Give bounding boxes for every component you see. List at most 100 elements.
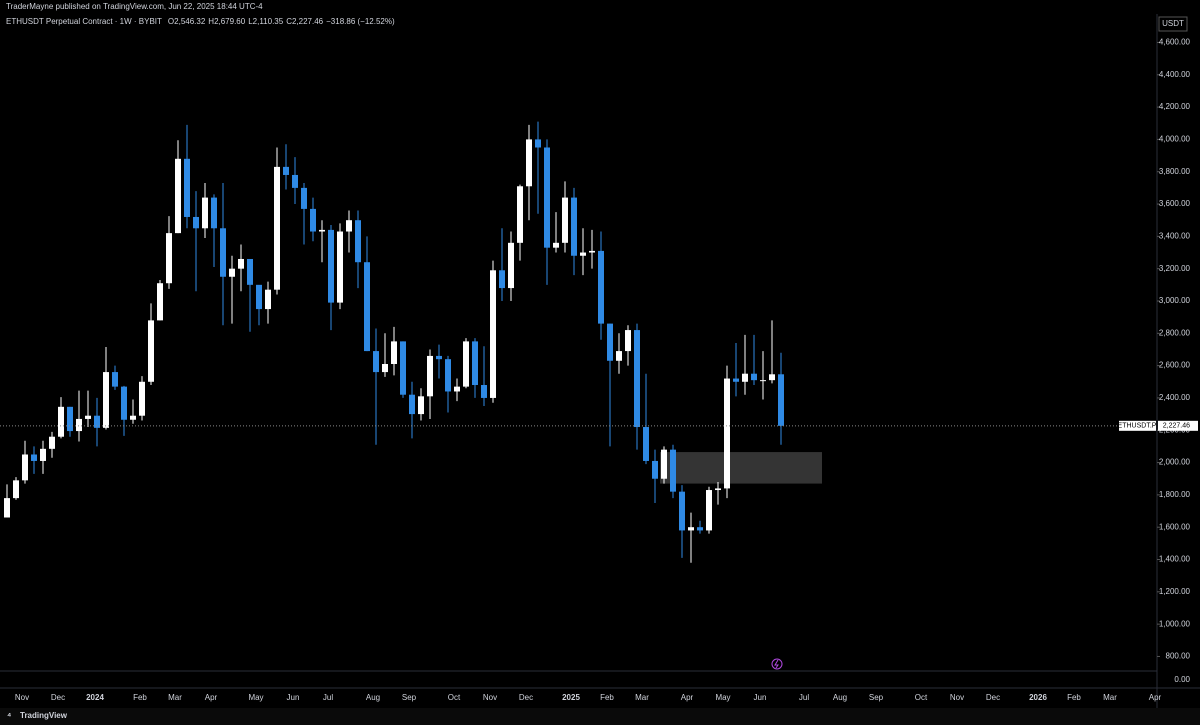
candle-body <box>355 220 361 263</box>
x-tick-label: Mar <box>1103 693 1117 702</box>
x-tick-label: Sep <box>402 693 417 702</box>
y-tick-label: 1,600.00 <box>1159 522 1191 531</box>
x-tick-label: Nov <box>15 693 29 702</box>
x-tick-label: Jul <box>323 693 333 702</box>
legend-value: 2,546.32 <box>174 17 206 26</box>
candle-body <box>85 415 91 419</box>
y-tick-label: 2,400.00 <box>1159 393 1191 402</box>
legend-value: 2,679.60 <box>214 17 246 26</box>
candle-body <box>472 341 478 386</box>
candle-body <box>742 373 748 382</box>
candle-body <box>517 186 523 243</box>
candle-body <box>436 355 442 360</box>
candle-body <box>67 406 73 432</box>
pane2-tick-label: 0.00 <box>1174 675 1190 684</box>
price-label: 2,227.46 <box>1163 423 1190 430</box>
candle-body <box>715 488 721 491</box>
candle-body <box>247 258 253 285</box>
candle-body <box>256 284 262 310</box>
candle-body <box>328 229 334 303</box>
candle-body <box>382 364 388 373</box>
candle-body <box>166 233 172 284</box>
y-tick-label: 3,200.00 <box>1159 264 1191 273</box>
event-icon[interactable] <box>771 658 783 670</box>
candle-body <box>346 220 352 232</box>
y-tick-label: 4,000.00 <box>1159 135 1191 144</box>
candle-body <box>76 418 82 432</box>
candle-body <box>760 380 766 382</box>
candle-body <box>139 381 145 416</box>
footer-bar <box>0 708 1200 725</box>
x-tick-label: 2026 <box>1029 693 1047 702</box>
x-tick-label: Apr <box>1149 693 1162 702</box>
candle-body <box>427 355 433 397</box>
legend-value: 2,110.35 <box>253 17 284 26</box>
candle-body <box>598 250 604 324</box>
legend: ETHUSDT Perpetual Contract · 1W · BYBIT O… <box>6 17 395 26</box>
x-tick-label: May <box>715 693 730 702</box>
x-tick-label: Dec <box>51 693 65 702</box>
x-tick-label: Nov <box>950 693 964 702</box>
candle-body <box>643 427 649 461</box>
candle-body <box>31 454 37 461</box>
candle-body <box>400 341 406 395</box>
x-tick-label: Jun <box>754 693 767 702</box>
candle-body <box>94 415 100 428</box>
candle-body <box>58 406 64 437</box>
x-tick-label: May <box>248 693 263 702</box>
x-tick-label: Dec <box>986 693 1000 702</box>
x-tick-label: 2025 <box>562 693 580 702</box>
y-tick-label: 2,800.00 <box>1159 328 1191 337</box>
candle-body <box>229 268 235 277</box>
candle-body <box>112 372 118 387</box>
candle-body <box>625 330 631 352</box>
candle-body <box>508 242 514 289</box>
candle-body <box>724 378 730 489</box>
candle-body <box>706 490 712 531</box>
y-tick-label: 3,000.00 <box>1159 296 1191 305</box>
legend-key: H <box>208 17 214 26</box>
candle-body <box>310 208 316 232</box>
price-name-box <box>1119 420 1156 431</box>
x-tick-label: Apr <box>681 693 694 702</box>
candle-body <box>544 147 550 248</box>
candle-body <box>184 158 190 217</box>
candle-body <box>409 394 415 415</box>
x-tick-label: Nov <box>483 693 497 702</box>
event-icon-bolt <box>774 659 779 669</box>
candle-body <box>652 460 658 479</box>
x-tick-label: Sep <box>869 693 884 702</box>
candle-body <box>697 527 703 531</box>
y-tick-label: 3,400.00 <box>1159 231 1191 240</box>
candle-body <box>733 378 739 382</box>
candle-body <box>607 323 613 361</box>
candle-body <box>364 262 370 352</box>
candle-body <box>13 480 19 499</box>
candle-body <box>751 373 757 381</box>
candle-body <box>553 242 559 248</box>
candle-body <box>373 351 379 373</box>
candle-body <box>589 250 595 253</box>
y-tick-label: 3,800.00 <box>1159 167 1191 176</box>
x-tick-label: 2024 <box>86 693 104 702</box>
y-tick-label: 800.00 <box>1166 652 1191 661</box>
currency-box <box>1158 16 1188 32</box>
y-tick-label: 4,200.00 <box>1159 102 1191 111</box>
currency: USDT <box>1162 19 1184 28</box>
header: TraderMayne published on TradingView.com… <box>6 2 263 11</box>
x-tick-label: Mar <box>168 693 182 702</box>
y-tick-label: 1,200.00 <box>1159 587 1191 596</box>
candle-body <box>220 228 226 277</box>
candle-body <box>157 283 163 321</box>
candle-body <box>238 258 244 269</box>
legend-change: −318.86 (−12.52%) <box>326 17 395 26</box>
x-tick-label: Aug <box>833 693 847 702</box>
legend-value: 2,227.46 <box>292 17 324 26</box>
candle-body <box>211 197 217 229</box>
candle-body <box>688 527 694 531</box>
candle-body <box>4 498 10 518</box>
candle-body <box>283 166 289 175</box>
candle-body <box>445 359 451 392</box>
